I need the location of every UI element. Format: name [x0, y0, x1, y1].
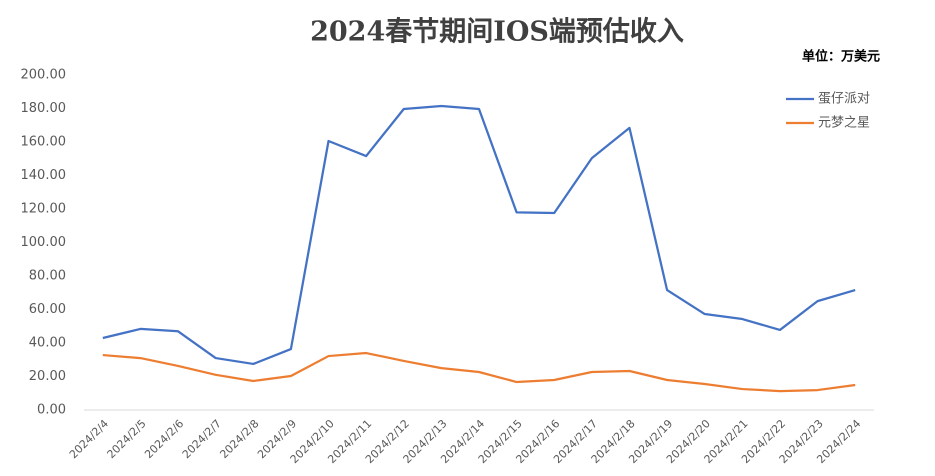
y-tick-label: 40.00: [29, 336, 66, 351]
legend-label: 元梦之星: [818, 116, 870, 131]
legend-label: 蛋仔派对: [818, 92, 870, 107]
y-tick-label: 160.00: [21, 135, 67, 150]
y-tick-label: 100.00: [21, 235, 67, 250]
unit-label: 单位：万美元: [802, 49, 880, 65]
y-tick-label: 140.00: [21, 168, 67, 183]
x-tick-label: 2024/2/4: [67, 417, 111, 461]
chart-title: 2024春节期间IOS端预估收入: [310, 17, 684, 48]
y-tick-label: 80.00: [29, 269, 66, 284]
y-tick-label: 0.00: [37, 403, 66, 418]
y-tick-label: 20.00: [29, 369, 66, 384]
series-line: [102, 351, 856, 393]
x-tick-label: 2024/2/6: [142, 417, 186, 461]
y-tick-label: 180.00: [21, 101, 67, 116]
y-tick-label: 200.00: [21, 68, 67, 83]
y-tick-label: 120.00: [21, 202, 67, 217]
series-line: [102, 104, 856, 366]
x-tick-label: 2024/2/8: [217, 417, 261, 461]
y-tick-label: 60.00: [29, 302, 66, 317]
x-tick-label: 2024/2/7: [180, 417, 224, 461]
x-tick-label: 2024/2/5: [105, 417, 149, 461]
